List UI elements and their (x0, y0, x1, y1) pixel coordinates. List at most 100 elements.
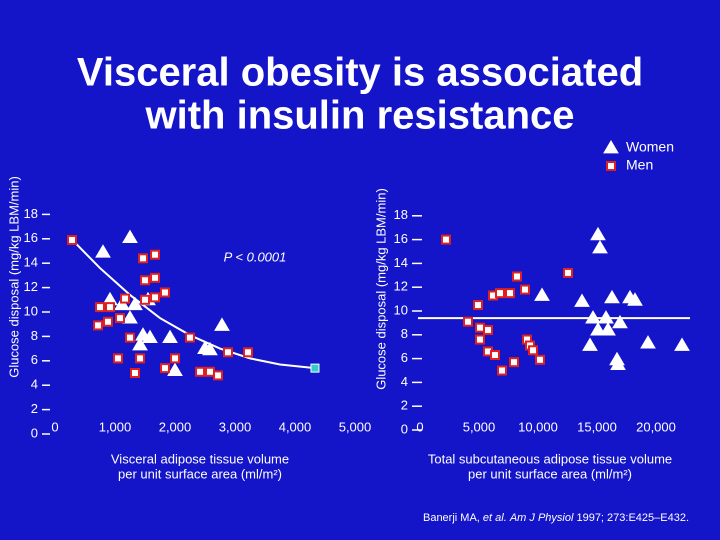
x-axis-label: Visceral adipose tissue volume (111, 451, 289, 466)
square-marker (185, 332, 195, 343)
y-tick-label: 6 (401, 350, 408, 365)
square-marker (562, 267, 573, 278)
triangle-marker (167, 362, 183, 376)
x-tick-label: 0 (51, 419, 58, 434)
y-tick-label: 4 (401, 374, 408, 389)
x-axis-label: Total subcutaneous adipose tissue volume (428, 451, 672, 466)
legend: Women Men (603, 139, 674, 173)
highlight-marker (310, 363, 320, 373)
square-marker (475, 322, 486, 333)
square-marker (504, 288, 515, 299)
y-tick-label: 16 (394, 231, 408, 246)
y-tick-label: 12 (24, 279, 38, 294)
y-tick-label: 8 (31, 328, 38, 343)
title-line: with insulin resistance (144, 94, 574, 138)
square-marker (519, 284, 530, 295)
triangle-marker (127, 296, 143, 311)
citation-part: 1997; 273:E425–E432. (573, 512, 689, 524)
x-axis-label: per unit surface area (ml/m²) (468, 466, 632, 481)
triangle-marker (162, 329, 178, 344)
square-marker (243, 347, 254, 358)
square-marker (66, 235, 77, 246)
square-marker (150, 292, 161, 303)
y-tick-label: 2 (401, 398, 408, 413)
triangle-marker (627, 292, 643, 306)
square-marker (93, 320, 104, 331)
square-marker (170, 353, 180, 364)
triangle-marker (534, 287, 550, 301)
triangle-marker (574, 293, 590, 307)
square-marker (95, 302, 105, 313)
citation-part: Banerji MA, (423, 512, 483, 524)
square-marker (475, 334, 486, 345)
x-tick-label: 2,000 (159, 419, 192, 434)
square-marker (102, 316, 113, 327)
citation-part: et al. (483, 512, 507, 524)
citation-part: Am J Physiol (509, 512, 574, 524)
y-tick-label: 18 (24, 206, 38, 221)
triangle-marker (142, 329, 158, 344)
y-tick-label: 6 (31, 352, 38, 367)
square-marker (125, 332, 135, 343)
triangle-marker (132, 336, 148, 351)
square-marker (159, 363, 170, 374)
square-marker (534, 354, 545, 365)
triangle-marker (598, 310, 614, 324)
triangle-marker (114, 296, 130, 311)
x-tick-label: 0 (416, 419, 423, 434)
square-marker (496, 365, 507, 376)
x-axis-label: per unit surface area (ml/m²) (118, 466, 282, 481)
triangle-marker (590, 322, 606, 336)
title-line: Visceral obesity is associated (77, 51, 643, 95)
x-tick-label: 3,000 (219, 419, 252, 434)
square-marker (113, 353, 123, 364)
triangle-marker (214, 317, 230, 331)
y-tick-label: 8 (401, 326, 408, 341)
y-tick-label: 4 (31, 377, 38, 392)
square-marker (135, 353, 146, 364)
square-marker (511, 271, 522, 282)
square-marker (508, 357, 519, 368)
triangle-marker (122, 310, 138, 324)
y-axis-label: Glucose disposal (mg/kg LBM/min) (6, 176, 21, 378)
triangle-marker (600, 322, 616, 336)
x-tick-label: 15,000 (577, 419, 617, 434)
triangle-marker (590, 226, 606, 241)
y-axis-label: Glucose disposal (mg/kg LBM/min) (373, 188, 388, 390)
square-marker (213, 370, 224, 381)
y-tick-label: 10 (394, 302, 408, 317)
square-marker (463, 316, 474, 327)
triangle-marker (582, 337, 598, 351)
triangle-marker (585, 310, 601, 324)
square-marker (140, 275, 150, 286)
square-marker (490, 350, 501, 361)
triangle-marker (612, 314, 628, 329)
x-tick-label: 4,000 (279, 419, 312, 434)
triangle-marker (95, 244, 111, 258)
square-marker (129, 368, 140, 378)
triangle-marker (604, 289, 620, 304)
triangle-marker (640, 335, 656, 349)
y-tick-label: 10 (24, 303, 38, 318)
y-tick-label: 14 (394, 255, 408, 270)
square-marker (138, 253, 149, 264)
y-tick-label: 14 (24, 255, 38, 270)
y-tick-label: 2 (31, 401, 38, 416)
legend-label: Women (626, 139, 674, 155)
triangle-marker (610, 356, 626, 370)
x-tick-label: 1,000 (99, 419, 132, 434)
x-tick-label: 5,000 (463, 419, 496, 434)
square-marker (140, 294, 150, 305)
square-marker (527, 345, 538, 356)
x-tick-label: 5,000 (339, 419, 372, 434)
square-marker (150, 249, 161, 260)
square-marker (606, 161, 616, 171)
annotation: P < 0.0001 (224, 249, 287, 264)
triangle-marker (592, 239, 608, 254)
square-marker (440, 234, 451, 245)
square-marker (204, 366, 215, 377)
square-marker (483, 325, 494, 336)
y-tick-label: 16 (24, 230, 38, 245)
square-marker (495, 288, 506, 299)
